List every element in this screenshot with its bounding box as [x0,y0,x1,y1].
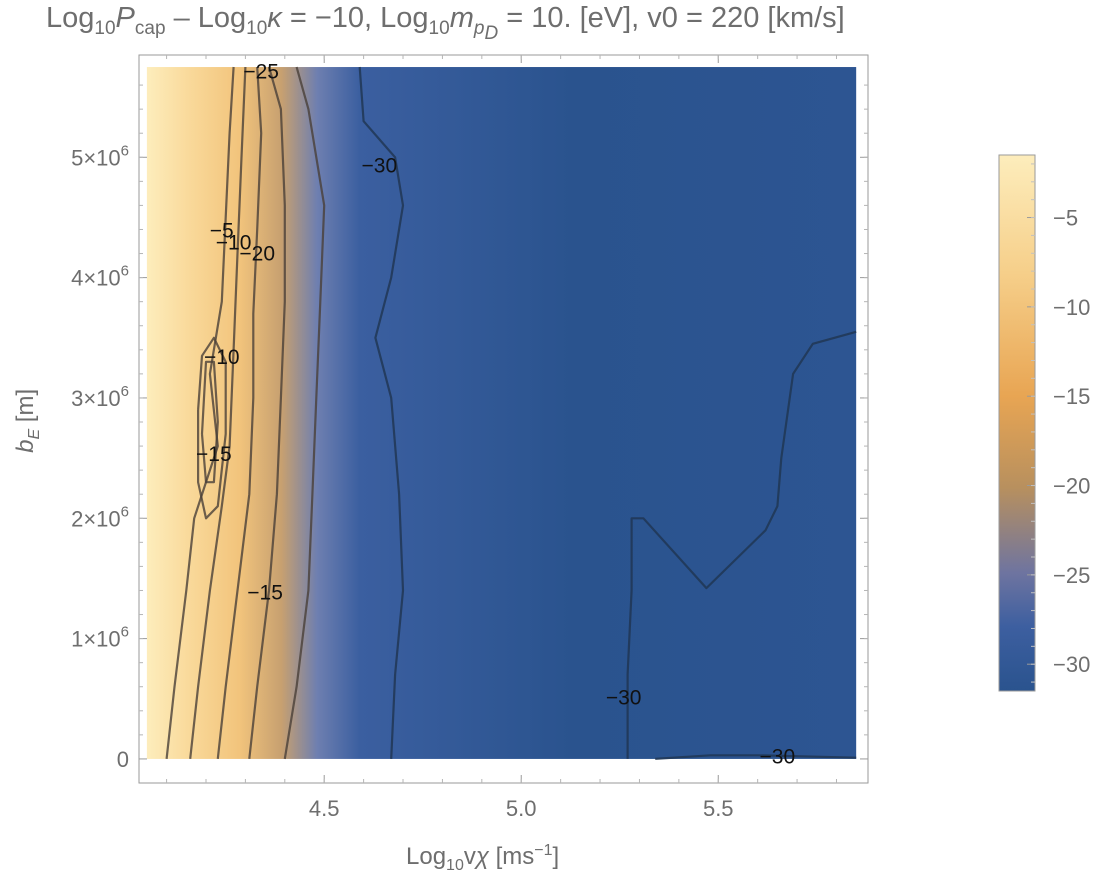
contour-lines [165,66,857,760]
contour-line [197,336,227,520]
y-tick-label: 5×106 [71,142,129,170]
y-tick-label: 0 [117,747,129,772]
contour-label: −5 [210,219,234,242]
y-axis-label: bE [m] [12,388,43,453]
chart-title: Log10Pcap – Log10κ = −10, Log10mpD = 10.… [46,2,845,44]
plot-frame [138,54,869,784]
colorbar-tick-label: −25 [1053,563,1090,588]
y-tick-label: 3×106 [71,383,129,411]
contour-label: −30 [760,745,796,768]
contour-label: −10 [204,346,240,369]
contour-label: −30 [362,154,398,177]
y-tick-label: 2×106 [71,503,129,531]
x-tick-label: 4.5 [309,796,340,821]
x-axis-label: Log10vχ [ms−1] [406,842,560,874]
heatmap-surface [146,67,857,759]
contour-label: −15 [196,443,232,466]
contour-labels: −25−30−5−10−20−10−15−15−30−30 [196,61,795,769]
y-tick-label: 4×106 [71,263,129,291]
contour-line [358,66,405,759]
contour-label: −15 [247,582,283,605]
x-tick-label: 5.0 [506,796,537,821]
colorbar-tick-label: −20 [1053,474,1090,499]
colorbar-tick-label: −30 [1053,652,1090,677]
colorbar [998,154,1036,692]
contour-line [216,66,263,760]
colorbar-tick-label: −15 [1053,384,1090,409]
contour-label: −10 [216,231,252,254]
colorbar-tick-label: −5 [1053,206,1078,231]
contour-line [200,360,219,484]
contour-label: −20 [239,242,275,265]
colorbar-ticks: −5 −10 −15 −20 −25 −30 [1027,163,1090,683]
x-tick-label: 5.5 [703,796,734,821]
y-tick-label: 1×106 [71,624,129,652]
contour-label: −30 [606,686,642,709]
contour-line [189,66,247,760]
contour-line [626,330,857,759]
contour-line [165,66,235,760]
x-axis-ticks: 4.5 5.0 5.5 [166,55,837,821]
y-axis-ticks: 0 1×106 2×106 3×106 4×106 5×106 [71,84,868,772]
contour-line [655,754,857,760]
colorbar-tick-label: −10 [1053,295,1090,320]
contour-label: −25 [243,61,279,84]
contour-line [283,66,326,760]
contour-line [248,66,286,760]
